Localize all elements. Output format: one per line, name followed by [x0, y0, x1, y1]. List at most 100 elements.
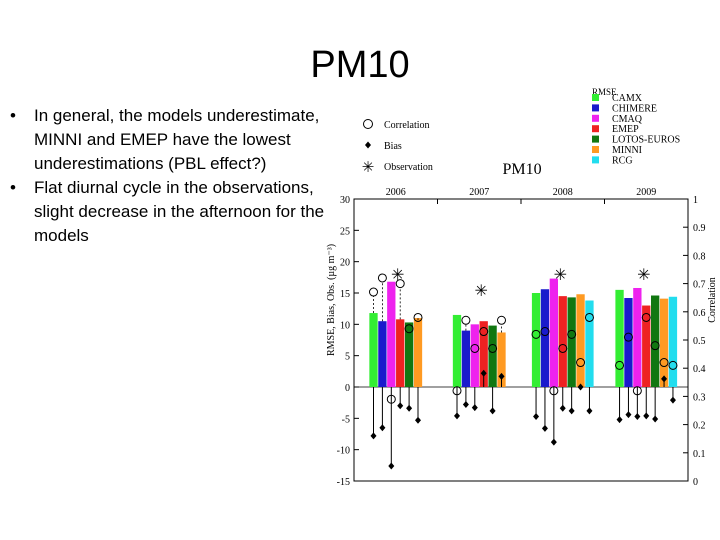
- bias-marker: [415, 417, 421, 424]
- y-tick-label: 30: [340, 195, 350, 206]
- bias-marker: [388, 462, 394, 469]
- rmse-bar: [669, 297, 677, 387]
- bias-marker: [652, 415, 658, 422]
- rmse-bar: [576, 294, 584, 387]
- y-right-tick-label: 0.7: [693, 280, 706, 291]
- bias-marker: [617, 416, 623, 423]
- bias-marker: [569, 407, 575, 414]
- bullet-marker: •: [10, 176, 16, 200]
- observation-marker: ✳: [637, 267, 650, 284]
- bias-marker: [533, 413, 539, 420]
- y-right-tick-label: 0.8: [693, 251, 706, 262]
- legend-series-label: MINNI: [612, 145, 642, 156]
- category-label: 2006: [386, 187, 406, 198]
- legend-series-label: LOTOS-EUROS: [612, 135, 680, 146]
- legend-swatch: [592, 136, 599, 143]
- legend-swatch: [592, 146, 599, 153]
- y-right-tick-label: 0: [693, 477, 698, 488]
- y-tick-label: -15: [337, 477, 350, 488]
- rmse-bar: [660, 299, 668, 387]
- bullet-marker: •: [10, 104, 16, 128]
- correlation-marker: [498, 316, 506, 324]
- bias-marker: [586, 407, 592, 414]
- observation-marker: ✳: [391, 267, 404, 284]
- rmse-bar: [396, 319, 404, 387]
- bias-marker: [625, 411, 631, 418]
- pm10-chart-figure: Correlation Bias ✳ Observation RMSE CAMX CHIM…: [314, 82, 720, 492]
- chart-title: PM10: [502, 161, 541, 178]
- y-axis-label: RMSE, Bias, Obs. (µg m⁻³): [326, 244, 337, 356]
- legend-swatch: [592, 156, 599, 163]
- y-right-tick-label: 0.5: [693, 336, 706, 347]
- rmse-bar: [642, 306, 650, 387]
- rmse-bar: [453, 315, 461, 387]
- category-label: 2007: [469, 187, 489, 198]
- y-tick-label: -5: [342, 414, 350, 425]
- bullet-item: • Flat diurnal cycle in the observations…: [10, 176, 330, 248]
- y-right-tick-label: 0.2: [693, 421, 706, 432]
- rmse-bar: [378, 321, 386, 387]
- legend-series-label: CMAQ: [612, 114, 643, 125]
- rmse-bar: [387, 282, 395, 387]
- y-tick-label: 10: [340, 320, 350, 331]
- legend-series-label: CAMX: [612, 93, 643, 104]
- bias-marker: [643, 412, 649, 419]
- y-right-tick-label: 0.6: [693, 308, 706, 319]
- legend-bias-symbol: [365, 142, 371, 149]
- bias-marker: [463, 401, 469, 408]
- y-right-tick-label: 0.3: [693, 392, 706, 403]
- bullet-list: • In general, the models underestimate, …: [10, 104, 330, 248]
- bias-marker: [634, 413, 640, 420]
- bias-marker: [551, 439, 557, 446]
- correlation-marker: [370, 288, 378, 296]
- rmse-bar: [559, 296, 567, 387]
- plot-area: -15 -10 -5 0 5 10 15 20 25 30 0 0.1 0.2 0.3 0.4 0.5 0.6 0…: [326, 187, 718, 488]
- legend-marker-label: Observation: [384, 162, 433, 173]
- legend-swatch: [592, 125, 599, 132]
- rmse-bar: [541, 289, 549, 387]
- legend-correlation-symbol: [364, 120, 373, 129]
- bias-marker: [379, 424, 385, 431]
- legend-series-label: RCG: [612, 155, 633, 166]
- legend-series-label: CHIMERE: [612, 103, 657, 114]
- correlation-marker: [378, 274, 386, 282]
- bias-marker: [472, 404, 478, 411]
- y-right-tick-label: 0.1: [693, 449, 706, 460]
- bias-marker: [490, 407, 496, 414]
- legend-marker-label: Correlation: [384, 120, 430, 131]
- correlation-marker: [462, 316, 470, 324]
- category-label: 2009: [636, 187, 656, 198]
- bias-marker: [397, 402, 403, 409]
- rmse-bar: [462, 331, 470, 387]
- y-right-axis-label: Correlation: [707, 277, 718, 323]
- rmse-bar: [568, 297, 576, 387]
- rmse-bar: [532, 293, 540, 387]
- legend-swatch: [592, 115, 599, 122]
- legend-observation-symbol: ✳: [362, 160, 375, 176]
- marker-legend: Correlation Bias ✳ Observation: [362, 120, 433, 177]
- bias-marker: [670, 397, 676, 404]
- y-right-tick-label: 1: [693, 195, 698, 206]
- rmse-bar: [633, 288, 641, 387]
- legend-swatch: [592, 94, 599, 101]
- rmse-bar: [624, 298, 632, 387]
- rmse-bar: [369, 313, 377, 387]
- rmse-bar: [414, 318, 422, 387]
- bullet-text: In general, the models underestimate, MI…: [34, 106, 319, 173]
- y-right-tick-label: 0.9: [693, 223, 706, 234]
- legend-swatch: [592, 104, 599, 111]
- rmse-bar: [550, 279, 558, 387]
- bullet-text: Flat diurnal cycle in the observations, …: [34, 178, 324, 245]
- legend-marker-label: Bias: [384, 141, 402, 152]
- bias-marker: [542, 425, 548, 432]
- legend-series-label: EMEP: [612, 124, 639, 135]
- y-tick-label: 5: [345, 352, 350, 363]
- category-label: 2008: [553, 187, 573, 198]
- pm10-chart: Correlation Bias ✳ Observation RMSECAMXCHIM…: [314, 82, 720, 492]
- bullet-item: • In general, the models underestimate, …: [10, 104, 330, 176]
- y-right-tick-label: 0.4: [693, 364, 706, 375]
- y-tick-label: 20: [340, 258, 350, 269]
- slide-title: PM10: [0, 44, 720, 87]
- observation-marker: ✳: [554, 267, 567, 284]
- bias-marker: [454, 412, 460, 419]
